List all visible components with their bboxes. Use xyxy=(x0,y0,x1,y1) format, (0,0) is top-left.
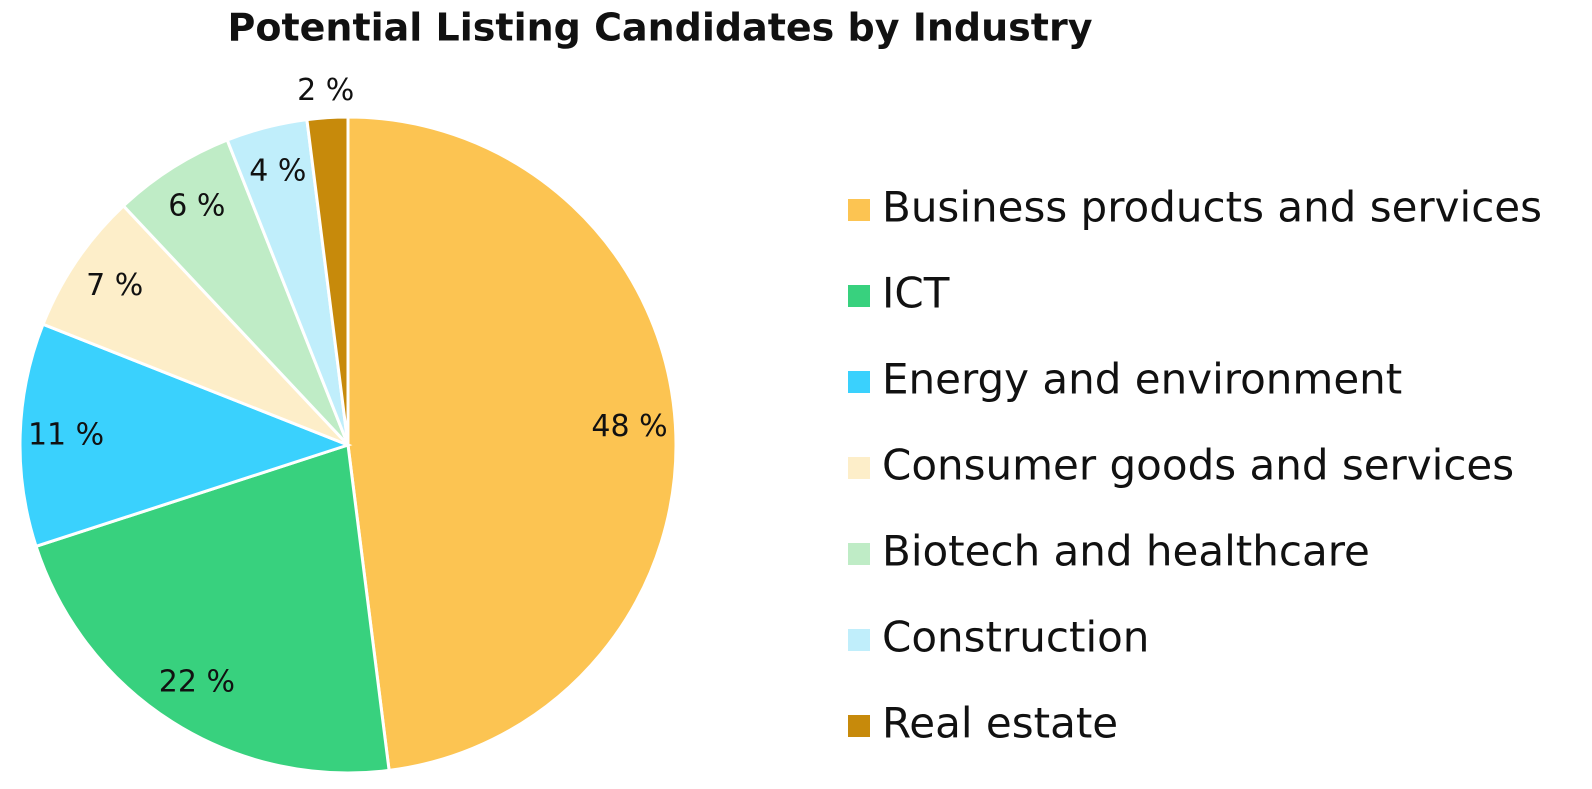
pie-slice xyxy=(34,443,391,775)
legend-label: ICT xyxy=(882,269,950,318)
pie-slice xyxy=(346,115,678,773)
legend-label: Real estate xyxy=(882,699,1118,748)
slice-label: 4 % xyxy=(249,153,306,188)
slice-label: 7 % xyxy=(86,268,143,303)
pie-slice xyxy=(18,322,353,549)
legend-label: Energy and environment xyxy=(882,355,1402,404)
legend-label: Business products and services xyxy=(882,183,1542,232)
pie-slice xyxy=(41,203,350,447)
pie-slice xyxy=(121,138,350,447)
legend-label: Consumer goods and services xyxy=(882,441,1514,490)
legend-label: Biotech and healthcare xyxy=(882,527,1370,576)
pie-slice xyxy=(305,115,350,446)
chart-title: Potential Listing Candidates by Industry xyxy=(228,6,1093,50)
slice-label: 22 % xyxy=(159,665,235,700)
legend-swatch xyxy=(848,285,870,307)
legend-label: Construction xyxy=(882,613,1149,662)
legend-swatch xyxy=(848,629,870,651)
legend-swatch xyxy=(848,543,870,565)
slice-label: 48 % xyxy=(591,409,667,444)
legend-swatch xyxy=(848,457,870,479)
legend-swatch xyxy=(848,371,870,393)
slice-label: 2 % xyxy=(297,73,354,108)
legend-swatch xyxy=(848,715,870,737)
slice-label: 11 % xyxy=(28,418,104,453)
slice-label: 6 % xyxy=(168,188,225,223)
legend-swatch xyxy=(848,199,870,221)
